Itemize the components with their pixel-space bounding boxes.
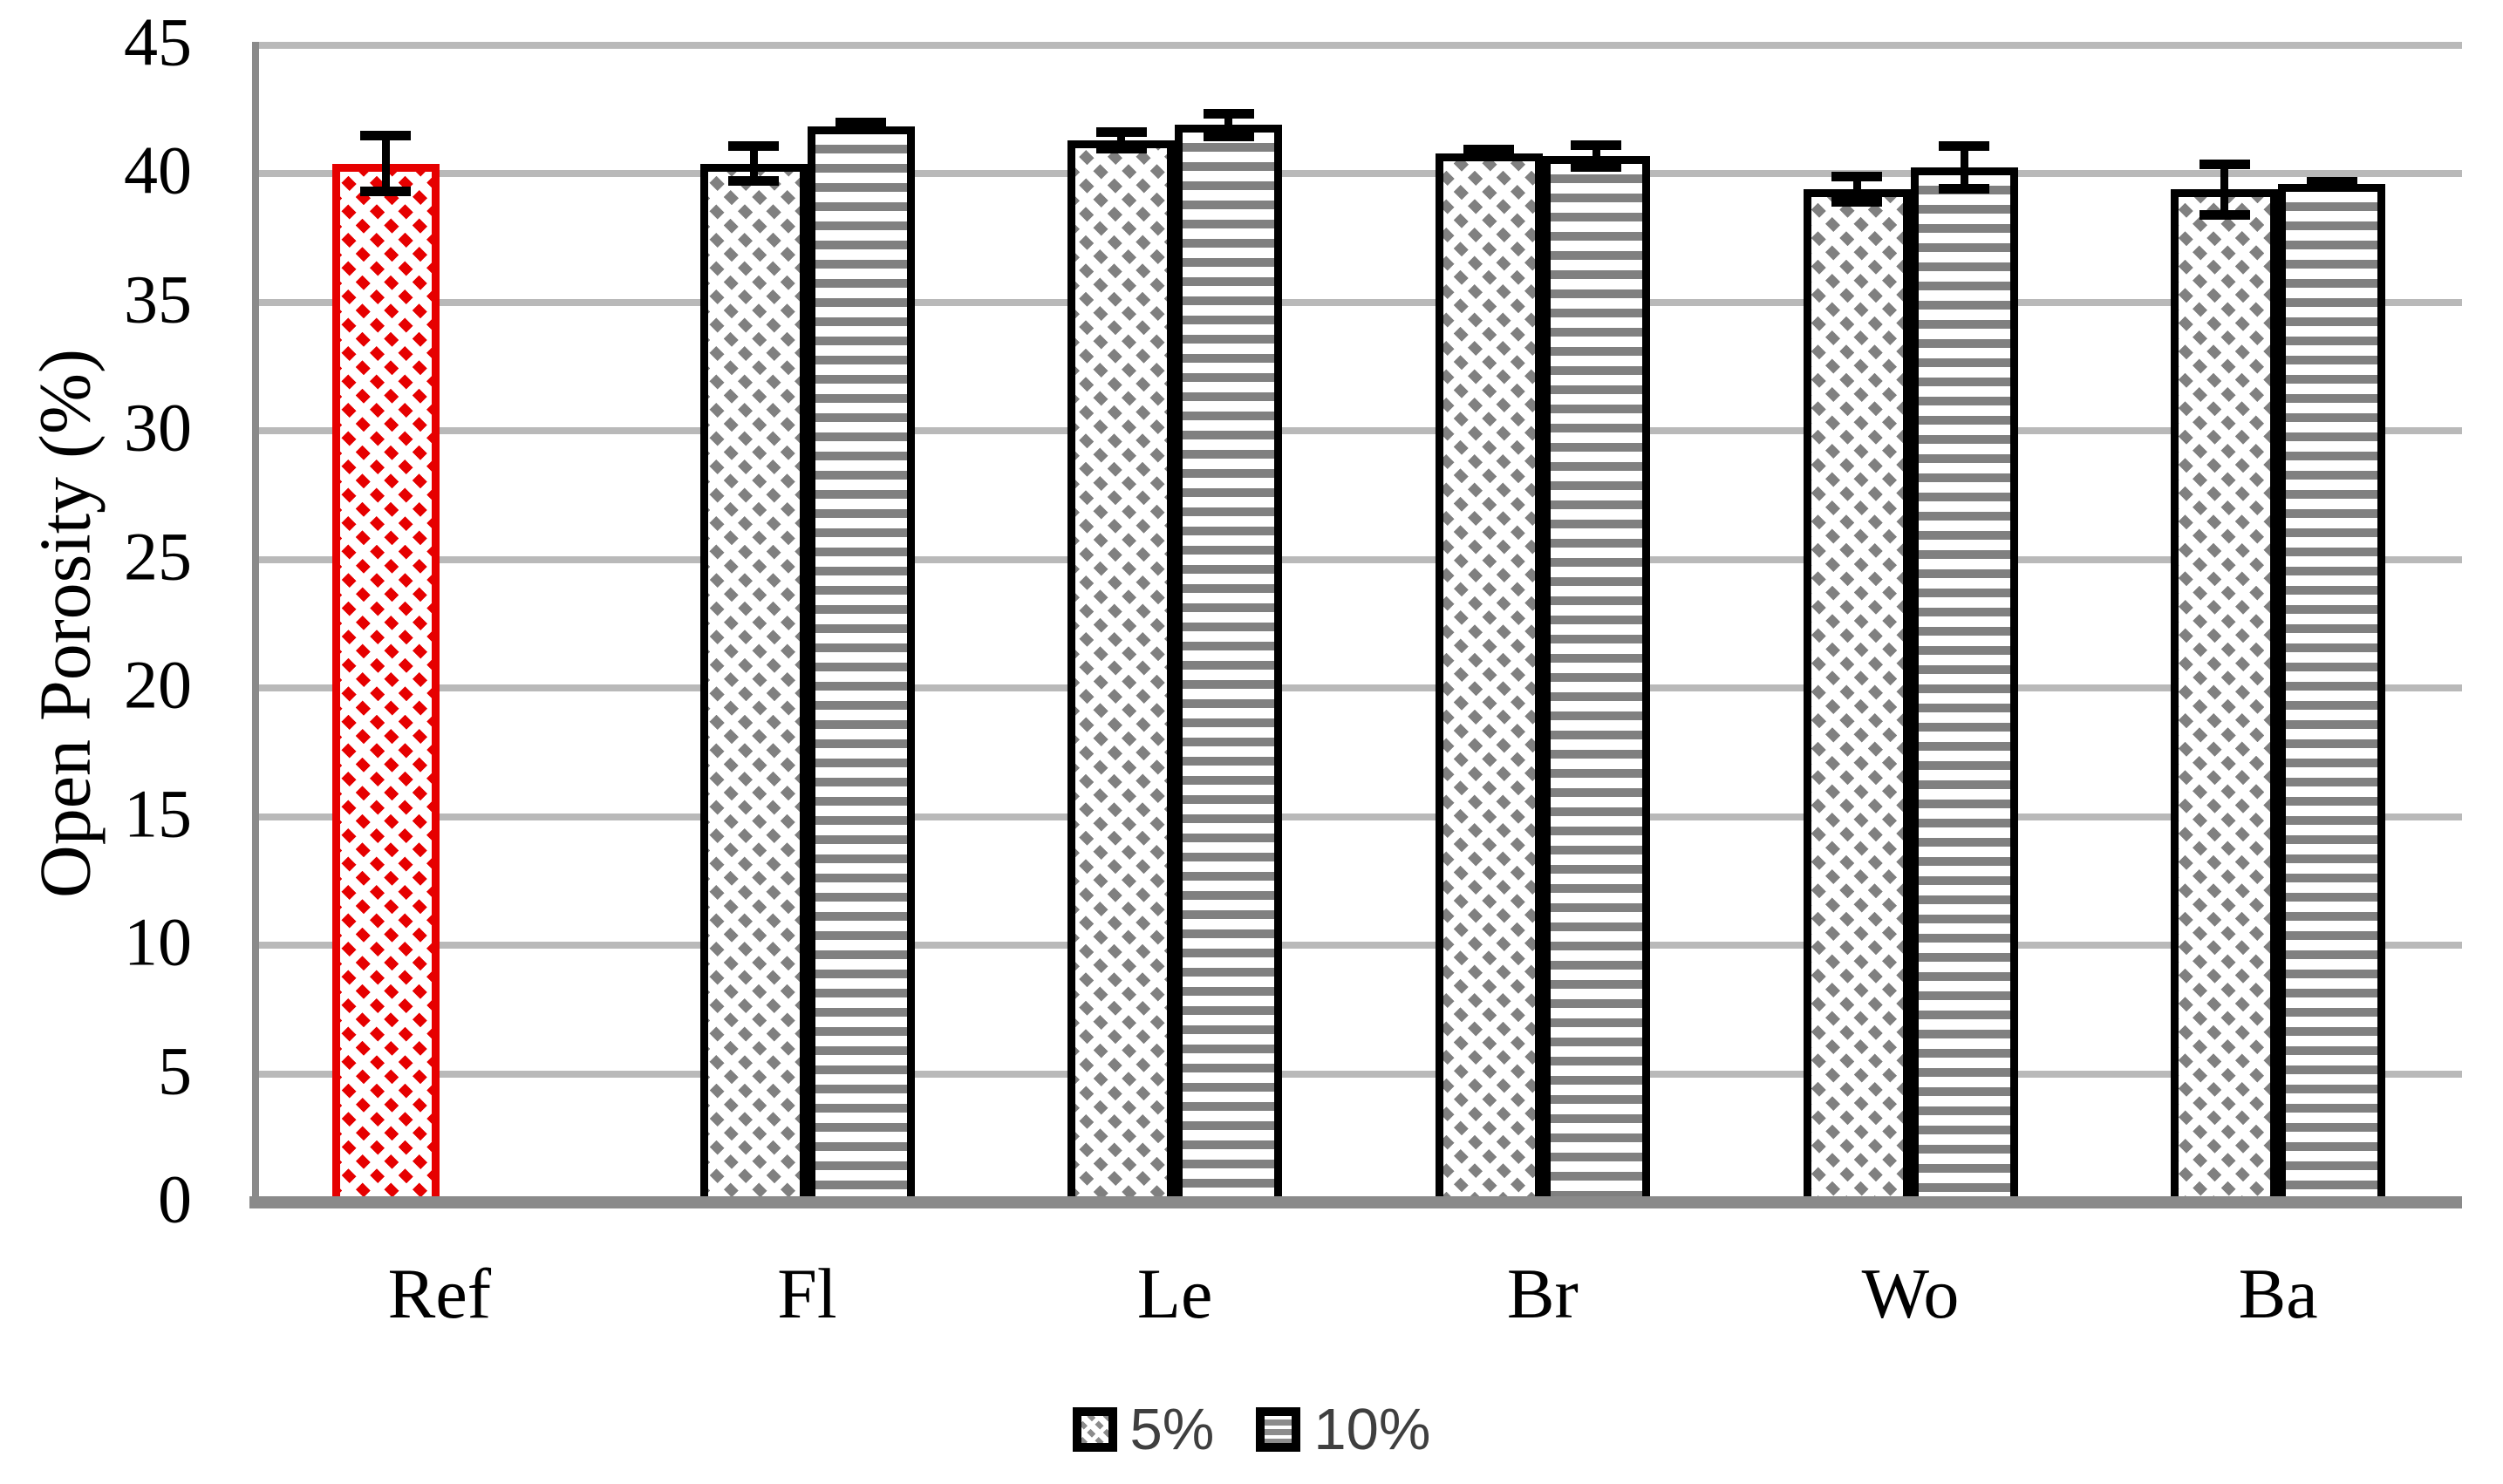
error-bar-cap (2306, 181, 2357, 192)
gridline (256, 42, 2462, 49)
x-label-le: Le (1136, 1254, 1213, 1333)
error-bar-stem (1117, 131, 1126, 150)
y-tick-label: 35 (124, 261, 192, 337)
y-tick-label: 10 (124, 903, 192, 980)
error-bar-cap (1831, 196, 1882, 207)
error-bar-cap (1095, 126, 1147, 137)
error-bar-stem (749, 146, 758, 182)
error-bar-cap (1831, 172, 1882, 182)
error-bar-cap (728, 141, 779, 151)
x-label-ba: Ba (2238, 1254, 2318, 1333)
bar-fl-10pct (807, 126, 915, 1202)
error-bar-stem (2220, 163, 2229, 215)
legend-label-5pct: 5% (1129, 1397, 1215, 1462)
error-bar-cap (1463, 152, 1515, 162)
horizontal-lines-swatch (1256, 1407, 1301, 1452)
error-bar-cap (1463, 145, 1515, 155)
y-tick-label: 20 (124, 646, 192, 723)
bar-ba-5pct (2171, 189, 2279, 1202)
y-axis-line (252, 42, 259, 1208)
error-bar-cap (835, 118, 886, 128)
error-bar-cap (360, 187, 412, 197)
y-tick-label: 40 (124, 132, 192, 208)
error-bar-cap (1203, 109, 1254, 119)
x-axis-line (249, 1196, 2462, 1208)
legend: 5% 10% (0, 1396, 2503, 1463)
bar-fl-5pct (699, 163, 808, 1202)
y-tick-label: 15 (124, 775, 192, 852)
error-bar-cap (728, 176, 779, 187)
gridline (256, 427, 2462, 435)
legend-item-10pct: 10% (1256, 1396, 1430, 1463)
error-bar-cap (1939, 184, 1989, 194)
error-bar-cap (2199, 209, 2250, 220)
bar-ref-5pct (331, 163, 440, 1202)
error-bar-cap (360, 131, 412, 141)
y-axis-title: Open Porosity (%) (24, 349, 106, 898)
x-label-wo: Wo (1861, 1254, 1960, 1333)
bar-wo-5pct (1803, 189, 1911, 1202)
error-bar-cap (1095, 144, 1147, 154)
error-bar-cap (2199, 159, 2250, 169)
legend-item-5pct: 5% (1072, 1396, 1215, 1463)
gridline (256, 1070, 2462, 1078)
legend-label-10pct: 10% (1313, 1397, 1431, 1462)
y-tick-label: 25 (124, 518, 192, 595)
bar-br-5pct (1435, 153, 1543, 1202)
error-bar-stem (1852, 176, 1861, 202)
error-bar-stem (1224, 113, 1233, 137)
gridline (256, 942, 2462, 950)
gridline (256, 555, 2462, 563)
y-tick-label: 30 (124, 389, 192, 466)
x-label-br: Br (1506, 1254, 1579, 1333)
error-bar-cap (835, 125, 886, 135)
y-tick-label: 45 (124, 3, 192, 80)
bar-le-5pct (1067, 140, 1176, 1202)
gridline (256, 298, 2462, 306)
error-bar-stem (1960, 146, 1968, 190)
error-bar-cap (1939, 141, 1989, 151)
error-bar-cap (1571, 162, 1622, 173)
error-bar-cap (1571, 140, 1622, 150)
error-bar-stem (381, 135, 390, 193)
bar-br-10pct (1542, 155, 1650, 1202)
error-bar-stem (1592, 144, 1600, 168)
x-label-ref: Ref (387, 1254, 492, 1333)
error-bar-cap (1203, 131, 1254, 141)
bar-ba-10pct (2278, 184, 2386, 1202)
x-label-fl: Fl (777, 1254, 837, 1333)
gridline (256, 813, 2462, 820)
bar-le-10pct (1175, 125, 1283, 1202)
gridline (256, 170, 2462, 178)
bar-wo-10pct (1910, 167, 2018, 1202)
diagonal-hatch-swatch (1072, 1407, 1117, 1452)
gridline (256, 684, 2462, 692)
y-tick-label: 5 (158, 1031, 192, 1108)
y-tick-label: 0 (158, 1161, 192, 1237)
